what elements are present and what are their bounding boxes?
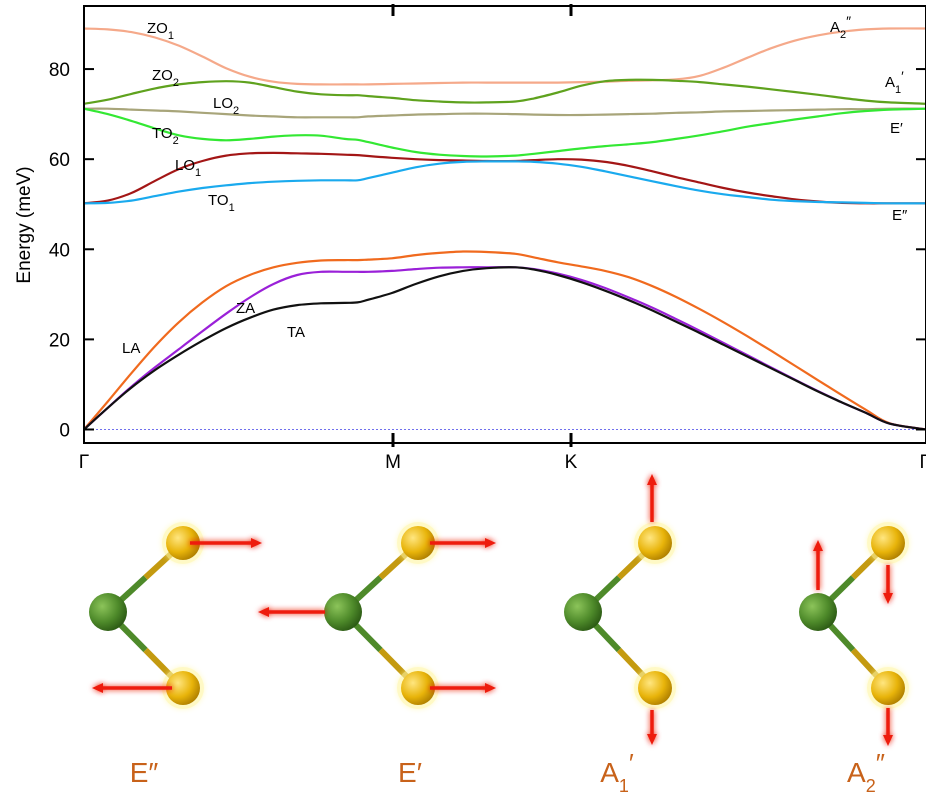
series-za [84,266,926,431]
displacement-arrow [647,474,657,522]
chalcogen-atom [166,671,200,705]
mode-diagram: E′ [258,522,496,788]
x-tick-label: Γ [79,452,89,473]
curve-label: TA [287,324,305,341]
y-tick-label: 20 [49,330,70,351]
curve-label: A2″ [830,13,851,41]
vibration-modes: E″ E′ A1′ A2″ [89,474,909,795]
chalcogen-atom [871,671,905,705]
y-tick-label: 80 [49,60,70,81]
chalcogen-atom [871,526,905,560]
metal-atom [324,593,362,631]
mode-diagram: A1′ [564,474,676,795]
displacement-arrow [647,710,657,745]
chalcogen-atom [401,671,435,705]
mode-diagram: A2″ [799,522,909,795]
series-ta [84,266,926,431]
metal-atom [564,593,602,631]
mode-irrep-label: E″ [130,757,159,788]
curve-label: LO2 [213,95,239,117]
chalcogen-atom [638,526,672,560]
series-lo2 [84,107,926,119]
curve-labels: ZO1 ZO2 LO2 TO2 LO1 TO1 LA ZA TA A2″ A1′ E′ E″ [122,13,908,357]
curve-label: ZO2 [152,67,179,89]
curve-label: ZA [236,300,255,317]
series-zo2 [84,78,926,105]
mode-diagram: E″ [89,522,262,788]
series-to1 [84,160,926,205]
y-tick-label: 60 [49,150,70,171]
y-tick-label: 0 [59,420,70,441]
mode-irrep-label: A2″ [847,748,885,795]
curve-label: E″ [892,207,908,224]
x-tick-label: Γ [920,452,926,473]
displacement-arrow [258,607,325,617]
y-tick-label: 40 [49,240,70,261]
mode-irrep-label: A1′ [600,748,634,795]
series-zo1 [84,27,926,86]
curve-label: LA [122,340,140,357]
displacement-arrow [430,538,496,548]
displacement-arrow [430,683,496,693]
x-tick-label: M [385,452,401,473]
displacement-arrow [883,708,893,746]
series-to2 [84,107,926,158]
displacement-arrow [813,540,823,590]
y-axis-title: Energy (meV) [14,166,35,283]
dispersion-chart: 0 20 40 60 80 Γ M K Γ Energy (meV) ZO1 ZO2 LO2 TO2 L… [14,4,926,473]
curve-label: A1′ [885,68,904,96]
displacement-arrow [883,565,893,604]
series-la [84,250,926,431]
curve-label: TO2 [152,125,179,147]
curve-label: TO1 [208,192,235,214]
curve-label: LO1 [175,157,201,179]
displacement-arrow [190,538,262,548]
curve-label: ZO1 [147,20,174,42]
displacement-arrow [92,683,172,693]
mode-irrep-label: E′ [398,757,422,788]
chalcogen-atom [638,671,672,705]
plot-frame [83,5,926,444]
curve-label: E′ [890,120,903,137]
chalcogen-atom [401,526,435,560]
chalcogen-atom [166,526,200,560]
metal-atom [799,593,837,631]
x-tick-label: K [565,452,578,473]
metal-atom [89,593,127,631]
